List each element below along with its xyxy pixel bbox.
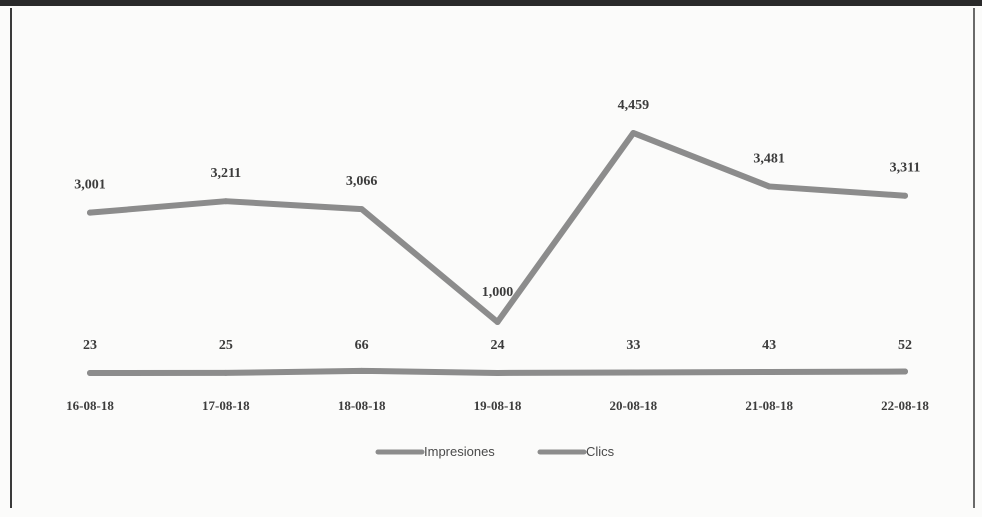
x-tick-label: 17-08-18 [202,398,250,413]
data-point-clics [630,369,637,376]
data-point-clics [87,370,93,376]
x-tick-label: 18-08-18 [338,398,386,413]
x-tick-layer: 16-08-18 17-08-18 18-08-18 19-08-18 20-08-18… [66,398,929,413]
data-point-impresiones [222,198,229,205]
legend-label-impresiones: Impresiones [424,444,495,459]
data-point-clics [766,369,773,375]
data-point-impresiones [87,209,93,216]
data-label-impresiones: 3,311 [890,161,921,176]
data-label-impresiones: 3,066 [346,174,378,189]
data-label-layer: 3,001 3,211 3,066 1,000 4,459 3,481 3,311 23 25 6… [74,98,920,353]
data-label-clics: 23 [83,338,97,353]
data-label-impresiones: 3,211 [210,166,241,181]
data-point-impresiones [494,319,501,325]
data-label-clics: 33 [626,338,640,353]
data-point-clics [494,369,501,376]
x-tick-label: 20-08-18 [609,398,657,413]
x-tick-label: 16-08-18 [66,398,114,413]
data-point-clics [902,368,908,375]
data-point-impresiones [766,183,773,190]
data-label-clics: 43 [762,338,776,353]
data-label-impresiones: 3,001 [74,178,106,193]
data-point-impresiones [902,192,908,199]
data-label-impresiones: 4,459 [618,98,650,113]
x-tick-label: 21-08-18 [745,398,793,413]
legend-label-clics: Clics [586,444,615,459]
data-label-clics: 24 [491,338,505,353]
data-label-clics: 66 [355,338,369,353]
frame-top-edge [0,0,982,6]
frame-right-edge [973,8,975,508]
x-tick-label: 19-08-18 [474,398,522,413]
data-point-impresiones [630,130,637,136]
data-label-clics: 52 [898,338,912,353]
data-point-clics [222,369,229,376]
frame-left-edge [10,8,12,508]
data-label-impresiones: 3,481 [753,151,785,166]
data-point-impresiones [358,206,365,213]
series-layer [87,130,908,376]
data-label-clics: 25 [219,338,233,353]
legend: Impresiones Clics [375,444,615,459]
x-tick-label: 22-08-18 [881,398,929,413]
data-point-clics [358,367,365,374]
data-label-impresiones: 1,000 [482,285,514,300]
